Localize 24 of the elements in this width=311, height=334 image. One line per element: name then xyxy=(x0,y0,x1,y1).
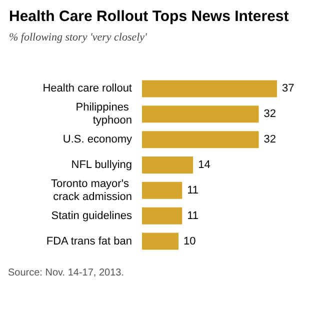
y-tick-label: Toronto mayor's crack admission xyxy=(51,178,132,203)
chart-subtitle: % following story 'very closely' xyxy=(9,32,148,44)
y-tick-label: FDA trans fat ban xyxy=(46,235,132,248)
bar xyxy=(142,182,182,199)
source-note: Source: Nov. 14-17, 2013. xyxy=(8,268,124,278)
data-label: 37 xyxy=(282,82,294,95)
bar xyxy=(142,131,259,148)
data-label: 32 xyxy=(264,134,276,146)
y-tick-label: Statin guidelines xyxy=(51,210,132,222)
bar xyxy=(142,106,259,123)
bar xyxy=(142,80,277,98)
y-tick-label: Philippines typhoon xyxy=(76,102,132,127)
y-tick-label: U.S. economy xyxy=(62,134,132,146)
data-label: 11 xyxy=(187,184,199,196)
data-label: 14 xyxy=(198,159,210,171)
bar xyxy=(142,232,178,250)
y-tick-label: NFL bullying xyxy=(71,159,132,171)
data-label: 10 xyxy=(183,235,196,248)
y-tick-label: Health care rollout xyxy=(42,82,132,95)
chart-title: Health Care Rollout Tops News Interest xyxy=(9,8,289,25)
data-label: 11 xyxy=(187,210,199,222)
data-label: 32 xyxy=(264,108,276,120)
bar xyxy=(142,156,194,174)
bar xyxy=(142,207,182,224)
